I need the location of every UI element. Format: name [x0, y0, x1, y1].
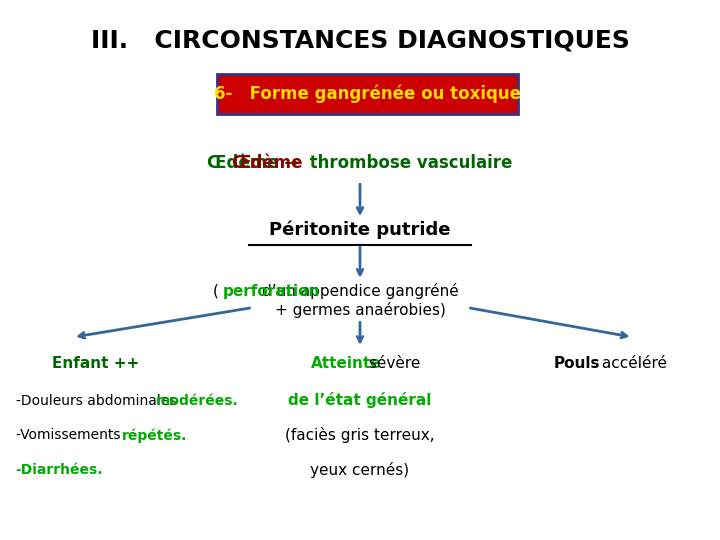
Bar [217, 74, 518, 114]
Text: modérées.: modérées. [156, 394, 238, 408]
Text: Atteinte: Atteinte [311, 356, 382, 371]
Text: yeux cernés): yeux cernés) [310, 462, 410, 478]
Text: Péritonite putride: Péritonite putride [269, 220, 451, 239]
Text: III.   CIRCONSTANCES DIAGNOSTIQUES: III. CIRCONSTANCES DIAGNOSTIQUES [91, 28, 629, 52]
Text: sévère: sévère [364, 356, 420, 371]
Text: Pouls: Pouls [554, 356, 600, 371]
Text: accéléré: accéléré [597, 356, 667, 371]
Text: d’un appendice gangréné: d’un appendice gangréné [261, 284, 459, 300]
Text: Œdème: Œdème [231, 153, 302, 172]
Text: -Vomissements: -Vomissements [16, 428, 125, 442]
Text: 6-   Forme gangrénée ou toxique: 6- Forme gangrénée ou toxique [214, 85, 521, 103]
Text: perforation: perforation [222, 284, 320, 299]
Text: répétés.: répétés. [122, 428, 187, 443]
Text: (faciès gris terreux,: (faciès gris terreux, [285, 427, 435, 443]
Text: (: ( [213, 284, 219, 299]
Text: + germes anaérobies): + germes anaérobies) [274, 302, 446, 318]
Text: -Douleurs abdominales: -Douleurs abdominales [16, 394, 181, 408]
Text: de l’état général: de l’état général [288, 393, 432, 408]
Text: -Diarrhées.: -Diarrhées. [16, 463, 103, 477]
Text: Œdème →  thrombose vasculaire: Œdème → thrombose vasculaire [207, 153, 513, 172]
Text: Enfant ++: Enfant ++ [52, 356, 139, 371]
